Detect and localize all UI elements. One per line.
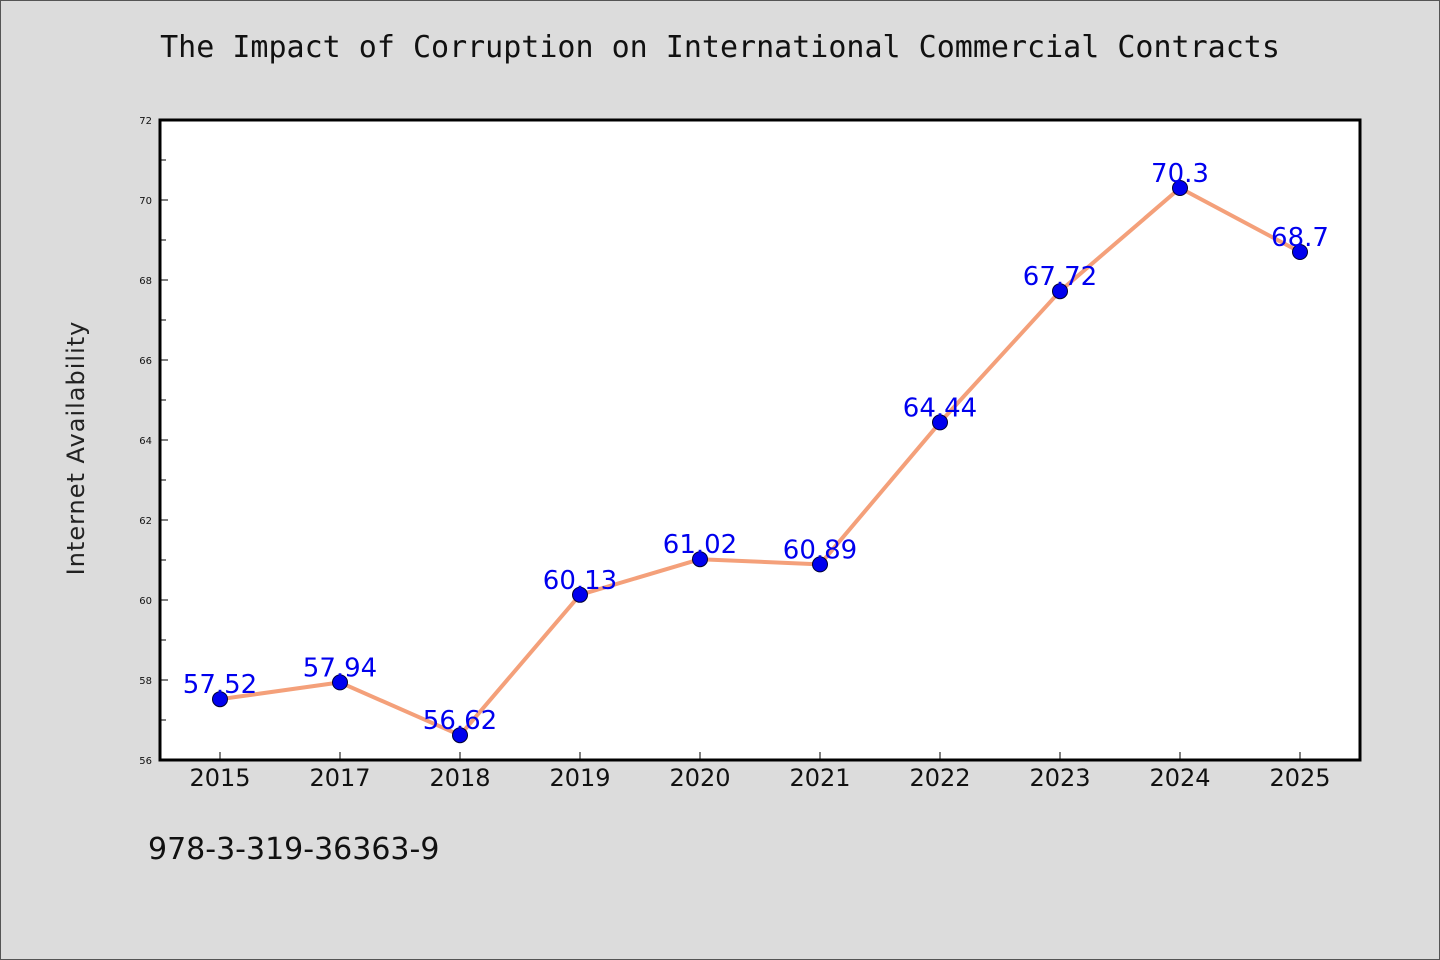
y-tick-label: 58 <box>139 676 152 687</box>
y-tick-label: 60 <box>139 596 152 607</box>
x-tick-label: 2017 <box>309 764 370 792</box>
data-label: 70.3 <box>1151 159 1209 189</box>
series-markers <box>212 180 1308 744</box>
y-tick-label: 62 <box>139 516 152 527</box>
data-point <box>572 586 588 603</box>
data-point <box>932 414 948 431</box>
data-point <box>812 556 828 573</box>
plot-area <box>160 120 1360 760</box>
series-line <box>218 186 1302 738</box>
y-tick-label: 66 <box>139 356 152 367</box>
data-point <box>1172 180 1188 196</box>
y-tick-label: 70 <box>139 196 152 207</box>
data-label: 60.89 <box>783 535 857 565</box>
data-point <box>212 691 228 708</box>
data-label: 57.94 <box>303 653 377 683</box>
x-tick-label: 2022 <box>909 764 970 792</box>
data-label: 68.7 <box>1271 223 1329 253</box>
data-label: 60.13 <box>543 566 617 596</box>
y-tick-label: 56 <box>139 756 152 767</box>
data-labels: 57.52 57.94 56.62 60.13 61.02 60.89 64.44 67.72… <box>183 159 1329 736</box>
data-point <box>1052 283 1068 300</box>
data-label: 64.44 <box>903 393 977 423</box>
x-tick-label: 2024 <box>1149 764 1210 792</box>
x-tick-label: 2015 <box>189 764 250 792</box>
data-point <box>452 727 468 744</box>
data-point <box>332 674 348 691</box>
x-tick-label: 2018 <box>429 764 490 792</box>
data-point <box>692 551 708 568</box>
y-tick-label: 64 <box>139 436 152 447</box>
chart-title: The Impact of Corruption on Internationa… <box>160 30 1280 65</box>
y-tick-label: 68 <box>139 276 152 287</box>
x-tick-label: 2020 <box>669 764 730 792</box>
data-point <box>1292 244 1308 260</box>
data-label: 61.02 <box>663 530 737 560</box>
x-tick-label: 2023 <box>1029 764 1090 792</box>
plot-border <box>158 118 1362 762</box>
x-axis: 2015 2017 2018 2019 2020 2021 2022 2023 2024 2025 <box>189 752 1331 792</box>
isbn-text: 978-3-319-36363-9 <box>148 832 440 867</box>
data-label: 57.52 <box>183 670 257 700</box>
x-tick-label: 2019 <box>549 764 610 792</box>
data-label: 56.62 <box>423 706 497 736</box>
y-tick-label: 72 <box>139 116 152 127</box>
data-label: 67.72 <box>1023 262 1097 292</box>
x-tick-label: 2021 <box>789 764 850 792</box>
x-tick-label: 2025 <box>1269 764 1330 792</box>
